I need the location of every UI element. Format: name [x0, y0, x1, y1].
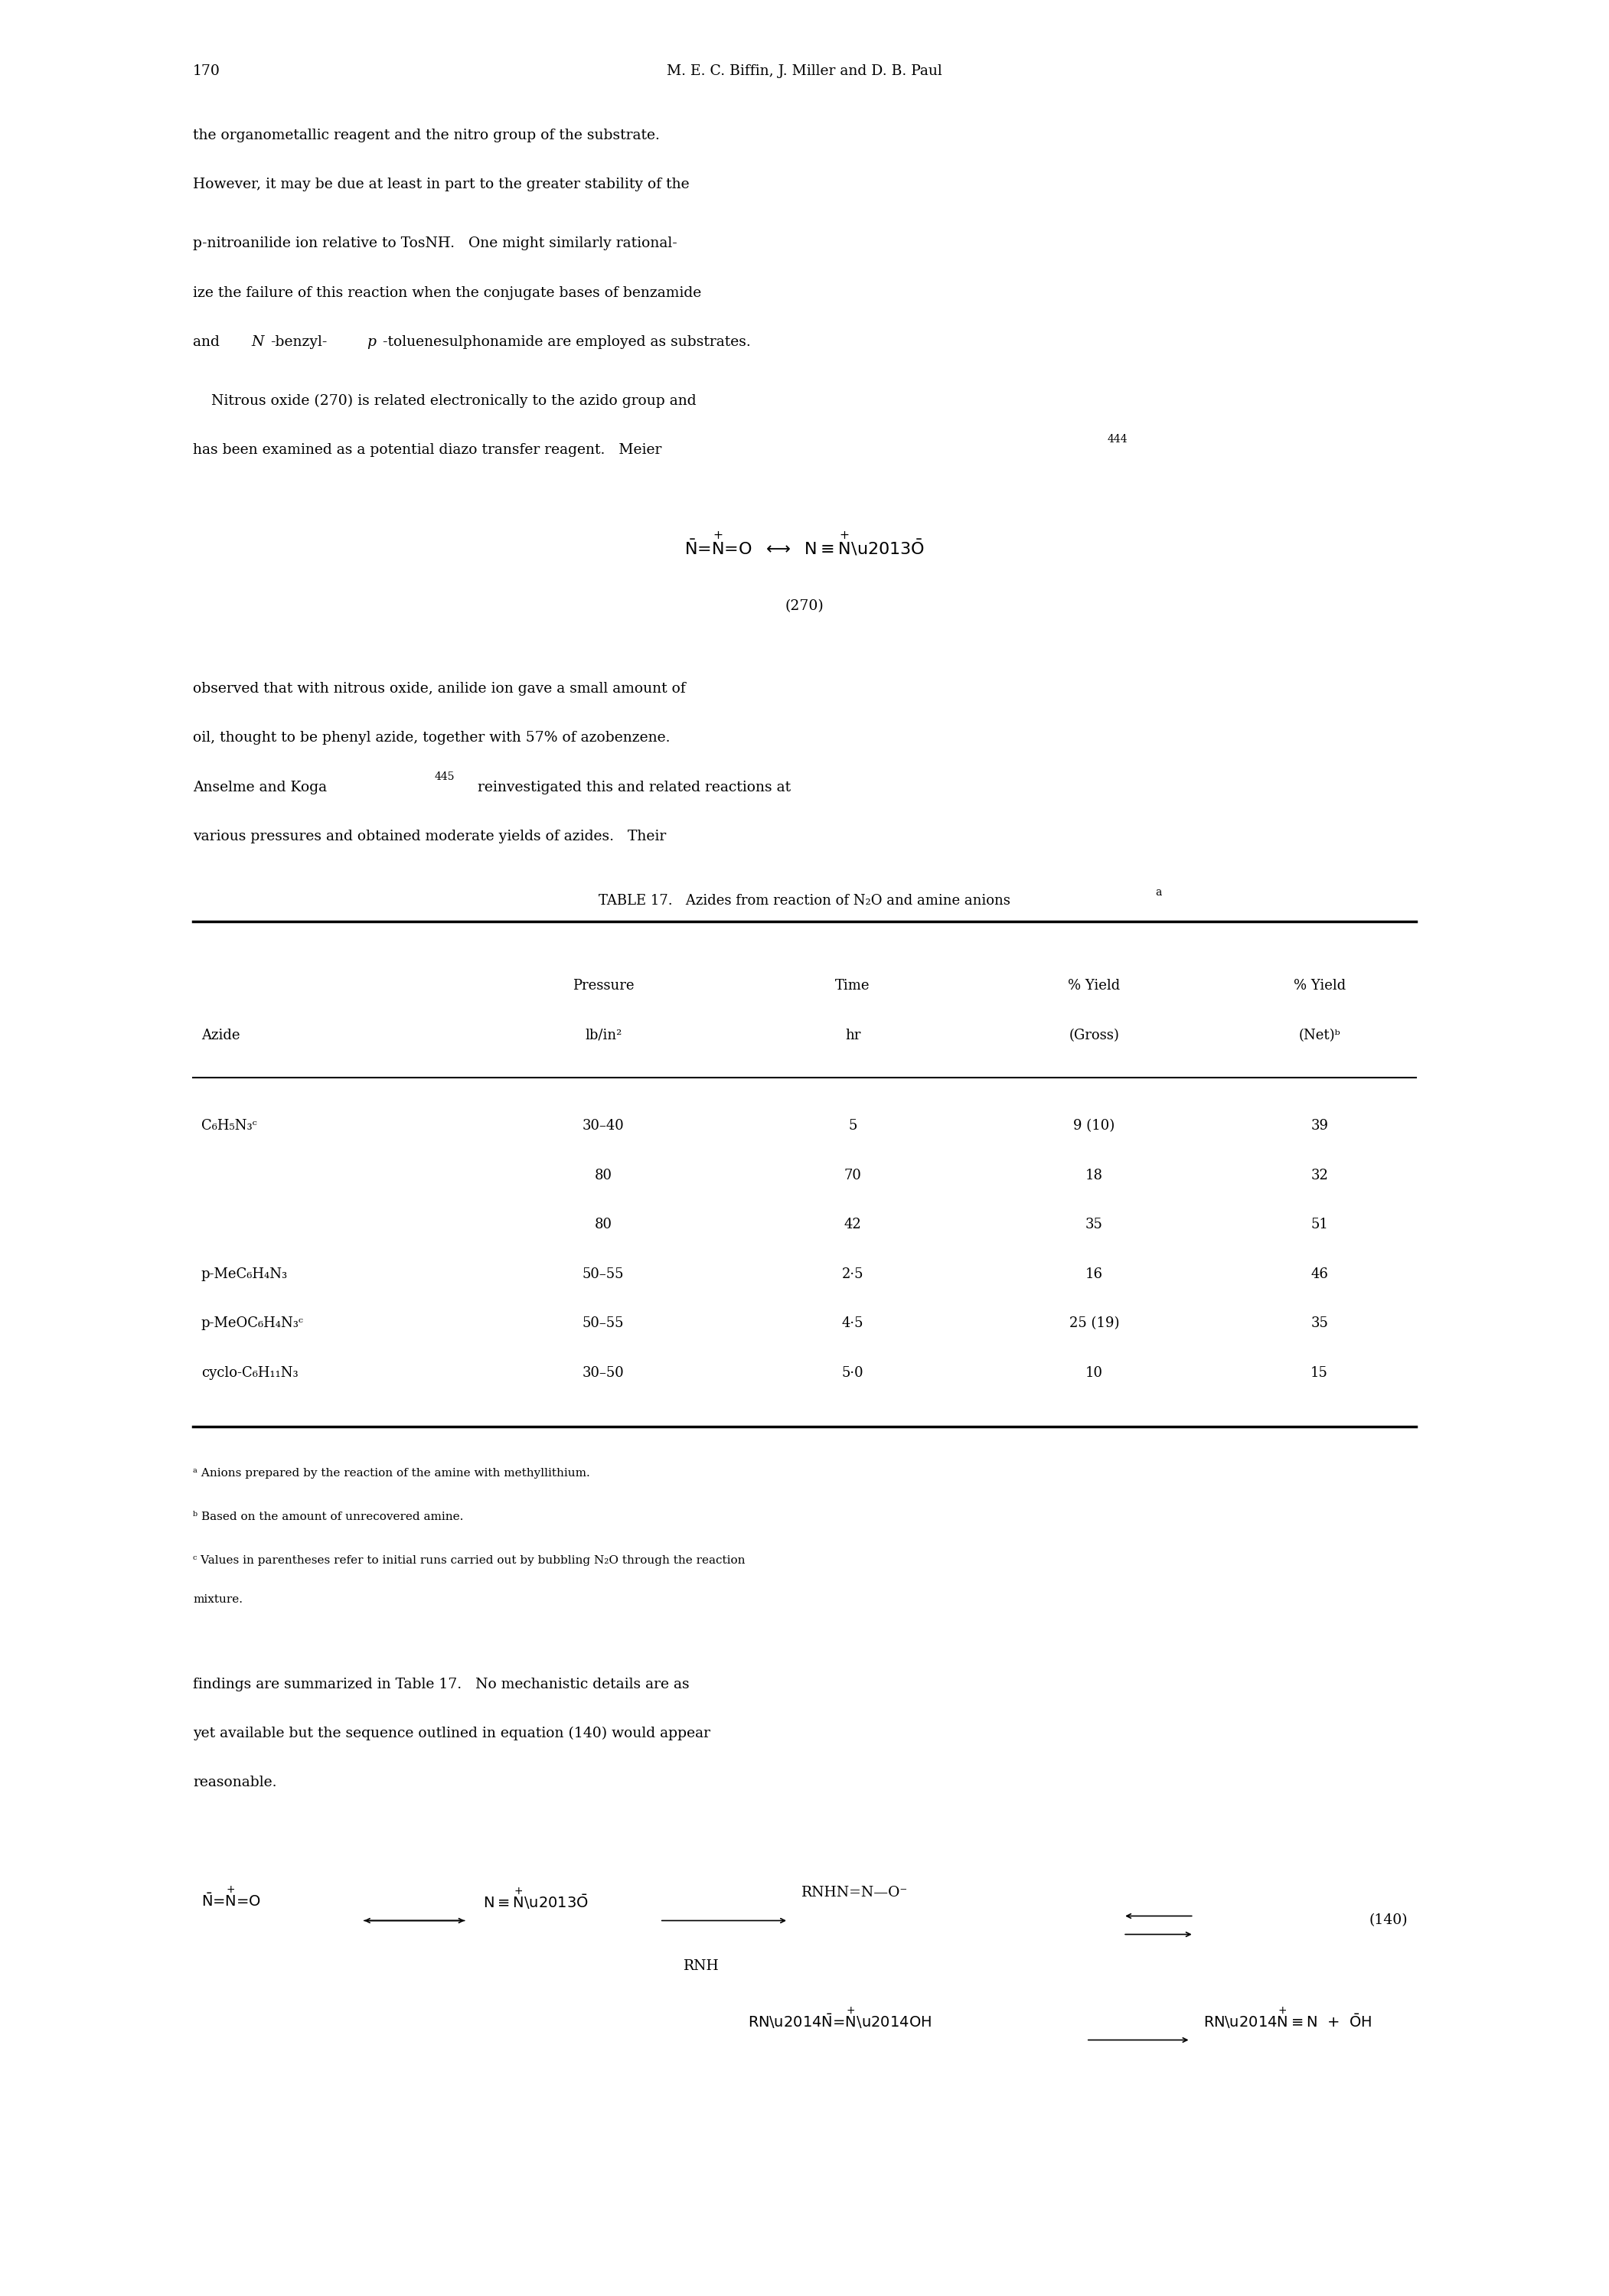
Text: 30–50: 30–50	[582, 1366, 624, 1380]
Text: 80: 80	[595, 1217, 611, 1231]
Text: yet available but the sequence outlined in equation (140) would appear: yet available but the sequence outlined …	[193, 1727, 711, 1740]
Text: (Net)ᵇ: (Net)ᵇ	[1298, 1029, 1340, 1042]
Text: p-MeC₆H₄N₃: p-MeC₆H₄N₃	[201, 1267, 288, 1281]
Text: ize the failure of this reaction when the conjugate bases of benzamide: ize the failure of this reaction when th…	[193, 287, 702, 301]
Text: 4·5: 4·5	[842, 1316, 864, 1329]
Text: 50–55: 50–55	[582, 1316, 624, 1329]
Text: Anselme and Koga: Anselme and Koga	[193, 781, 327, 794]
Text: reasonable.: reasonable.	[193, 1777, 277, 1791]
Text: 25 (19): 25 (19)	[1068, 1316, 1120, 1329]
Text: findings are summarized in Table 17.   No mechanistic details are as: findings are summarized in Table 17. No …	[193, 1676, 690, 1690]
Text: % Yield: % Yield	[1068, 978, 1120, 992]
Text: -toluenesulphonamide are employed as substrates.: -toluenesulphonamide are employed as sub…	[383, 335, 751, 349]
Text: Azide: Azide	[201, 1029, 240, 1042]
Text: and: and	[193, 335, 224, 349]
Text: RN\u2014$\overset{+}{\mathrm{N}}$$\equiv$N  +  $\bar{\mathrm{O}}$H: RN\u2014$\overset{+}{\mathrm{N}}$$\equiv…	[1204, 2007, 1372, 2032]
Text: 15: 15	[1311, 1366, 1327, 1380]
Text: TABLE 17.   Azides from reaction of N₂O and amine anions: TABLE 17. Azides from reaction of N₂O an…	[599, 893, 1010, 907]
Text: 42: 42	[845, 1217, 861, 1231]
Text: % Yield: % Yield	[1294, 978, 1345, 992]
Text: ᵇ Based on the amount of unrecovered amine.: ᵇ Based on the amount of unrecovered ami…	[193, 1513, 463, 1522]
Text: N: N	[251, 335, 264, 349]
Text: has been examined as a potential diazo transfer reagent.   Meier: has been examined as a potential diazo t…	[193, 443, 661, 457]
Text: various pressures and obtained moderate yields of azides.   Their: various pressures and obtained moderate …	[193, 829, 666, 843]
Text: 39: 39	[1311, 1118, 1327, 1132]
Text: 18: 18	[1086, 1169, 1102, 1182]
Text: Pressure: Pressure	[573, 978, 634, 992]
Text: 445: 445	[434, 771, 455, 783]
Text: 35: 35	[1086, 1217, 1102, 1231]
Text: 2·5: 2·5	[842, 1267, 864, 1281]
Text: (140): (140)	[1369, 1915, 1408, 1929]
Text: RNH: RNH	[684, 1961, 719, 1975]
Text: 80: 80	[595, 1169, 611, 1182]
Text: (270): (270)	[785, 599, 824, 613]
Text: 30–40: 30–40	[582, 1118, 624, 1132]
Text: hr: hr	[845, 1029, 861, 1042]
Text: 170: 170	[193, 64, 220, 78]
Text: M. E. C. Biffin, J. Miller and D. B. Paul: M. E. C. Biffin, J. Miller and D. B. Pau…	[666, 64, 943, 78]
Text: 9 (10): 9 (10)	[1073, 1118, 1115, 1132]
Text: Nitrous oxide (270) is related electronically to the azido group and: Nitrous oxide (270) is related electroni…	[193, 393, 697, 409]
Text: mixture.: mixture.	[193, 1593, 243, 1605]
Text: oil, thought to be phenyl azide, together with 57% of azobenzene.: oil, thought to be phenyl azide, togethe…	[193, 730, 671, 744]
Text: p-nitroanilide ion relative to TosNH̅.   One might similarly rational-: p-nitroanilide ion relative to TosNH̅. O…	[193, 236, 677, 250]
Text: C₆H₅N₃ᶜ: C₆H₅N₃ᶜ	[201, 1118, 257, 1132]
Text: 32: 32	[1311, 1169, 1327, 1182]
Text: 35: 35	[1311, 1316, 1327, 1329]
Text: cyclo-C₆H₁₁N₃: cyclo-C₆H₁₁N₃	[201, 1366, 298, 1380]
Text: N$\equiv\overset{+}{\mathrm{N}}$\u2013$\bar{\mathrm{O}}$: N$\equiv\overset{+}{\mathrm{N}}$\u2013$\…	[483, 1887, 589, 1913]
Text: 10: 10	[1086, 1366, 1102, 1380]
Text: $\bar{\mathrm{N}}$=$\overset{+}{\mathrm{N}}$=O  $\longleftrightarrow$  N$\equiv\: $\bar{\mathrm{N}}$=$\overset{+}{\mathrm{…	[684, 530, 925, 558]
Text: observed that with nitrous oxide, anilide ion gave a small amount of: observed that with nitrous oxide, anilid…	[193, 682, 685, 696]
Text: (Gross): (Gross)	[1068, 1029, 1120, 1042]
Text: ᶜ Values in parentheses refer to initial runs carried out by bubbling N₂O throug: ᶜ Values in parentheses refer to initial…	[193, 1557, 745, 1566]
Text: 51: 51	[1311, 1217, 1327, 1231]
Text: ᵃ Anions prepared by the reaction of the amine with methyllithium.: ᵃ Anions prepared by the reaction of the…	[193, 1469, 591, 1479]
Text: p-MeOC₆H₄N₃ᶜ: p-MeOC₆H₄N₃ᶜ	[201, 1316, 304, 1329]
Text: 16: 16	[1086, 1267, 1102, 1281]
Text: 46: 46	[1311, 1267, 1327, 1281]
Text: lb/in²: lb/in²	[584, 1029, 623, 1042]
Text: the organometallic reagent and the nitro group of the substrate.: the organometallic reagent and the nitro…	[193, 129, 660, 142]
Text: 70: 70	[845, 1169, 861, 1182]
Text: a: a	[1155, 886, 1162, 898]
Text: 50–55: 50–55	[582, 1267, 624, 1281]
Text: 5·0: 5·0	[842, 1366, 864, 1380]
Text: reinvestigated this and related reactions at: reinvestigated this and related reaction…	[473, 781, 790, 794]
Text: RNHN=N—O⁻: RNHN=N—O⁻	[801, 1887, 907, 1901]
Text: 5: 5	[848, 1118, 858, 1132]
Text: RN\u2014$\bar{\mathrm{N}}$=$\overset{+}{\mathrm{N}}$\u2014OH: RN\u2014$\bar{\mathrm{N}}$=$\overset{+}{…	[748, 2007, 932, 2032]
Text: $\bar{\mathrm{N}}$=$\overset{+}{\mathrm{N}}$=O: $\bar{\mathrm{N}}$=$\overset{+}{\mathrm{…	[201, 1887, 261, 1910]
Text: Time: Time	[835, 978, 870, 992]
Text: -benzyl-: -benzyl-	[270, 335, 327, 349]
Text: p: p	[367, 335, 377, 349]
Text: 444: 444	[1107, 434, 1128, 445]
Text: However, it may be due at least in part to the greater stability of the: However, it may be due at least in part …	[193, 179, 690, 193]
